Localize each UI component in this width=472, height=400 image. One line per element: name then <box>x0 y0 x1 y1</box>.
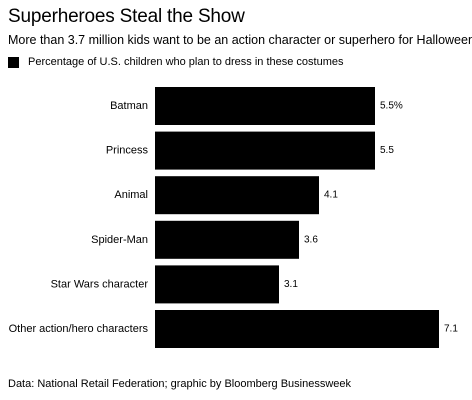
bar <box>155 176 319 215</box>
category-label: Animal <box>114 189 148 201</box>
value-label: 5.5 <box>380 145 394 156</box>
bar <box>155 310 439 348</box>
value-label: 5.5% <box>380 101 403 112</box>
category-label: Spider-Man <box>91 234 148 246</box>
category-label: Princess <box>106 145 149 157</box>
value-label: 7.1 <box>444 324 458 335</box>
bar <box>155 87 375 125</box>
source-note: Data: National Retail Federation; graphi… <box>8 378 352 390</box>
chart-title: Superheroes Steal the Show <box>8 6 245 27</box>
category-label: Other action/hero characters <box>9 323 149 335</box>
value-label: 3.6 <box>304 234 318 245</box>
legend-label: Percentage of U.S. children who plan to … <box>28 56 344 68</box>
category-label: Star Wars character <box>51 278 149 290</box>
value-label: 4.1 <box>324 190 338 201</box>
chart-subtitle: More than 3.7 million kids want to be an… <box>8 33 472 47</box>
value-label: 3.1 <box>284 279 298 290</box>
bar <box>155 265 279 304</box>
legend: Percentage of U.S. children who plan to … <box>8 55 344 69</box>
bar <box>155 220 299 259</box>
category-label: Batman <box>110 100 148 112</box>
legend-swatch <box>8 56 19 68</box>
bar <box>155 131 375 170</box>
